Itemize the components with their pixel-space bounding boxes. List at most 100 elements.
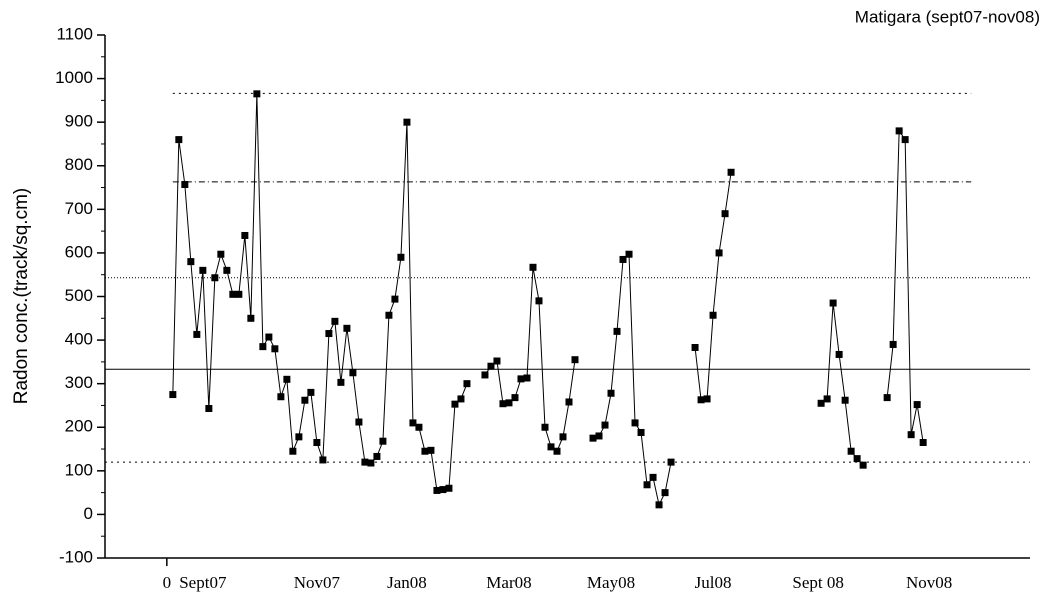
data-point xyxy=(397,253,405,261)
y-tick-label: 600 xyxy=(65,242,93,261)
data-point xyxy=(307,388,315,396)
data-point xyxy=(667,458,675,466)
data-point xyxy=(205,405,213,413)
data-point xyxy=(703,395,711,403)
data-point xyxy=(709,311,717,319)
data-point xyxy=(367,459,375,467)
y-tick-label: 1000 xyxy=(55,68,93,87)
data-point xyxy=(421,447,429,455)
data-point xyxy=(355,418,363,426)
data-point xyxy=(565,398,573,406)
data-point xyxy=(265,333,273,341)
data-point xyxy=(883,394,891,402)
data-point xyxy=(859,461,867,469)
data-point xyxy=(427,446,435,454)
y-tick-label: 800 xyxy=(65,155,93,174)
data-point xyxy=(715,249,723,257)
chart-title: Matigara (sept07-nov08) xyxy=(855,7,1040,26)
data-point xyxy=(835,350,843,358)
data-point xyxy=(535,297,543,305)
data-point xyxy=(511,394,519,402)
data-point xyxy=(553,447,561,455)
data-point xyxy=(655,501,663,509)
data-point xyxy=(889,340,897,348)
y-tick-label: 700 xyxy=(65,199,93,218)
data-point xyxy=(343,324,351,332)
data-point xyxy=(373,452,381,460)
data-point xyxy=(175,136,183,144)
data-point xyxy=(403,118,411,126)
data-point xyxy=(613,327,621,335)
y-tick-label: 0 xyxy=(84,504,93,523)
data-point xyxy=(895,127,903,135)
y-tick-label: 300 xyxy=(65,373,93,392)
data-point xyxy=(391,295,399,303)
data-point xyxy=(211,274,219,282)
data-point xyxy=(325,330,333,338)
y-tick-label: 500 xyxy=(65,286,93,305)
data-point xyxy=(919,439,927,447)
data-point xyxy=(379,437,387,445)
data-point xyxy=(523,374,531,382)
data-point xyxy=(271,345,279,353)
x-tick-label: Jan08 xyxy=(387,573,427,592)
data-point xyxy=(547,443,555,451)
data-point xyxy=(481,371,489,379)
data-point xyxy=(241,231,249,239)
data-point xyxy=(181,180,189,188)
data-point xyxy=(607,389,615,397)
data-point xyxy=(463,380,471,388)
data-point xyxy=(571,356,579,364)
x-tick-label: Nov07 xyxy=(294,573,341,592)
data-point xyxy=(313,439,321,447)
data-point xyxy=(301,396,309,404)
y-tick-label: -100 xyxy=(59,547,93,566)
data-line xyxy=(172,93,468,492)
data-line xyxy=(694,172,732,401)
data-line xyxy=(886,129,924,443)
data-point xyxy=(823,395,831,403)
data-point xyxy=(493,357,501,365)
y-tick-label: 100 xyxy=(65,460,93,479)
data-point xyxy=(841,396,849,404)
data-point xyxy=(283,375,291,383)
data-point xyxy=(457,395,465,403)
data-point xyxy=(445,484,453,492)
data-point xyxy=(661,489,669,497)
data-point xyxy=(439,486,447,494)
data-point xyxy=(727,168,735,176)
data-point xyxy=(199,266,207,274)
data-point xyxy=(193,330,201,338)
data-point xyxy=(529,263,537,271)
data-point xyxy=(853,455,861,463)
x-tick-label: Jul08 xyxy=(695,573,732,592)
x-tick-label: 0 xyxy=(163,573,172,592)
data-point xyxy=(601,421,609,429)
data-point xyxy=(913,401,921,409)
x-tick-label: May08 xyxy=(587,573,635,592)
data-point xyxy=(295,433,303,441)
data-point xyxy=(847,447,855,455)
data-point xyxy=(277,393,285,401)
data-point xyxy=(253,90,261,98)
data-point xyxy=(829,299,837,307)
x-tick-label: Nov08 xyxy=(906,573,952,592)
data-point xyxy=(487,362,495,370)
data-line xyxy=(592,253,672,507)
data-point xyxy=(409,419,417,427)
data-point xyxy=(187,258,195,266)
data-point xyxy=(229,290,237,298)
data-line xyxy=(484,267,576,452)
data-point xyxy=(631,419,639,427)
data-point xyxy=(259,343,267,351)
y-tick-label: 1100 xyxy=(56,24,93,43)
data-point xyxy=(649,473,657,481)
data-point xyxy=(643,481,651,489)
data-line xyxy=(820,302,864,466)
data-point xyxy=(589,434,597,442)
data-point xyxy=(433,486,441,494)
data-point xyxy=(505,399,513,407)
data-point xyxy=(217,250,225,258)
data-point xyxy=(385,311,393,319)
